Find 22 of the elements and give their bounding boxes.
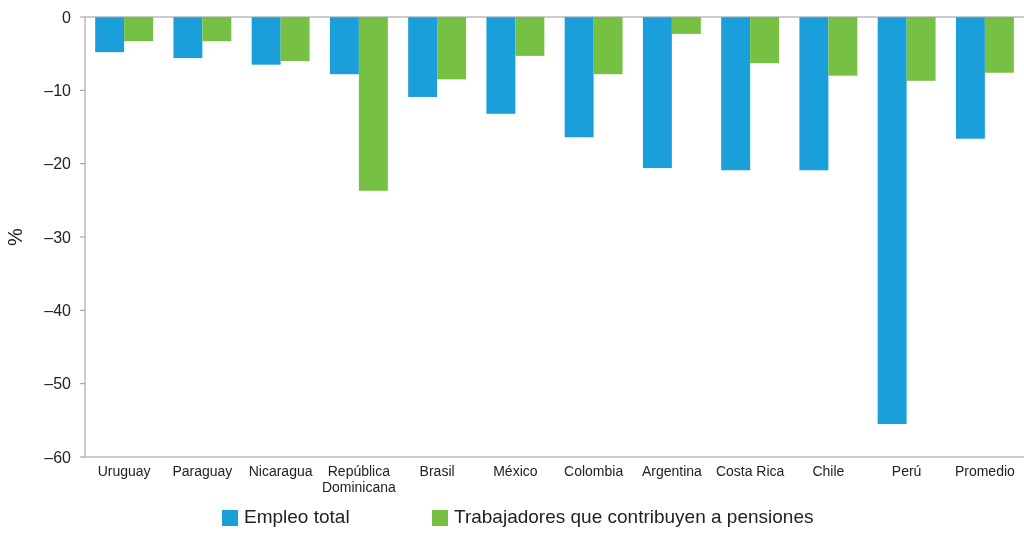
x-tick-label: Promedio: [954, 463, 1016, 479]
x-tick-label: Chile: [812, 463, 845, 479]
y-tick-label: –50: [44, 375, 72, 393]
x-tick-label: Costa Rica: [715, 463, 785, 479]
x-tick-label: Brasil: [419, 463, 455, 479]
x-tick-label: República Dominicana: [321, 463, 397, 495]
y-tick-label: –10: [44, 81, 72, 99]
x-tick-label: Argentina: [641, 463, 703, 479]
x-tick-label: Colombia: [564, 463, 624, 479]
x-tick-label: Uruguay: [97, 463, 151, 479]
y-tick-label: –40: [44, 301, 72, 319]
y-tick-label: –30: [44, 228, 72, 246]
x-tick-label: Paraguay: [172, 463, 233, 479]
legend-label: Trabajadores que contribuyen a pensiones: [454, 506, 814, 527]
x-tick-label: Perú: [891, 463, 922, 479]
y-tick-label: 0: [62, 8, 72, 26]
y-tick-label: –20: [44, 155, 72, 173]
y-tick-label: –60: [44, 448, 72, 466]
legend-label: Empleo total: [244, 506, 350, 527]
y-axis-title: %: [4, 227, 26, 246]
x-tick-label: Nicaragua: [248, 463, 313, 479]
x-tick-label: México: [493, 463, 538, 479]
